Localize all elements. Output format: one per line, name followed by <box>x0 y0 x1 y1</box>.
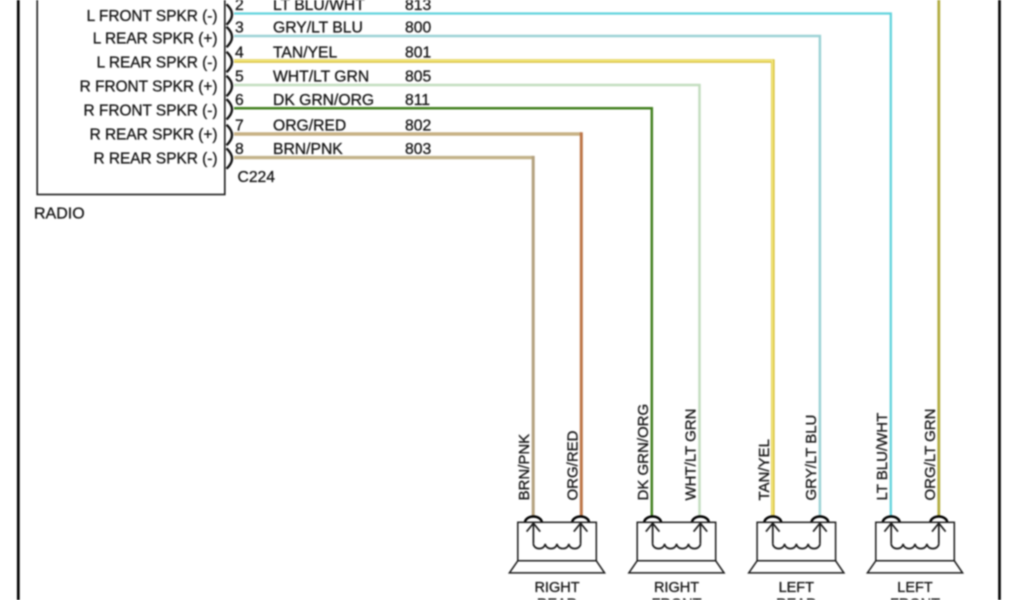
svg-text:GRY/LT BLU: GRY/LT BLU <box>803 415 820 501</box>
svg-text:L FRONT SPKR (-): L FRONT SPKR (-) <box>87 8 218 25</box>
svg-text:BRN/PNK: BRN/PNK <box>273 141 343 158</box>
svg-text:2: 2 <box>235 0 244 14</box>
svg-text:R REAR SPKR (+): R REAR SPKR (+) <box>90 127 218 144</box>
svg-text:WHT/LT GRN: WHT/LT GRN <box>683 409 700 501</box>
svg-text:C224: C224 <box>238 169 276 186</box>
svg-text:LT BLU/WHT: LT BLU/WHT <box>273 0 365 14</box>
svg-text:R REAR SPKR (-): R REAR SPKR (-) <box>94 151 218 168</box>
svg-text:WHT/LT GRN: WHT/LT GRN <box>273 69 369 86</box>
svg-text:3: 3 <box>235 20 244 37</box>
svg-text:DK GRN/ORG: DK GRN/ORG <box>273 92 374 109</box>
svg-text:7: 7 <box>235 118 244 135</box>
svg-text:LEFT: LEFT <box>897 580 933 596</box>
svg-text:R FRONT SPKR (-): R FRONT SPKR (-) <box>84 103 218 120</box>
svg-text:BRN/PNK: BRN/PNK <box>516 434 533 501</box>
svg-text:8: 8 <box>235 141 244 158</box>
svg-text:TAN/YEL: TAN/YEL <box>756 439 773 500</box>
svg-text:REAR: REAR <box>537 597 577 600</box>
svg-text:FRONT: FRONT <box>890 597 940 600</box>
svg-text:L REAR SPKR (-): L REAR SPKR (-) <box>97 55 218 72</box>
svg-text:811: 811 <box>405 92 430 109</box>
svg-text:L REAR SPKR (+): L REAR SPKR (+) <box>93 31 218 48</box>
svg-text:801: 801 <box>405 45 431 62</box>
svg-text:RADIO: RADIO <box>34 206 85 223</box>
svg-text:ORG/RED: ORG/RED <box>273 118 346 135</box>
svg-text:6: 6 <box>235 92 244 109</box>
svg-text:800: 800 <box>405 20 431 37</box>
svg-text:LT BLU/WHT: LT BLU/WHT <box>874 413 891 501</box>
svg-text:TAN/YEL: TAN/YEL <box>273 45 337 62</box>
svg-text:5: 5 <box>235 69 244 86</box>
svg-text:R FRONT SPKR (+): R FRONT SPKR (+) <box>80 79 218 96</box>
svg-text:813: 813 <box>405 0 431 14</box>
svg-text:DK GRN/ORG: DK GRN/ORG <box>635 404 652 501</box>
svg-text:LEFT: LEFT <box>779 580 815 596</box>
svg-text:ORG/RED: ORG/RED <box>564 430 581 500</box>
svg-text:REAR: REAR <box>776 597 816 600</box>
svg-text:4: 4 <box>235 45 244 62</box>
svg-text:RIGHT: RIGHT <box>534 580 579 596</box>
svg-text:805: 805 <box>405 69 431 86</box>
svg-text:RIGHT: RIGHT <box>654 580 699 596</box>
svg-text:GRY/LT BLU: GRY/LT BLU <box>273 20 363 37</box>
svg-text:FRONT: FRONT <box>652 597 702 600</box>
svg-text:803: 803 <box>405 141 431 158</box>
svg-text:ORG/LT GRN: ORG/LT GRN <box>922 409 939 501</box>
svg-text:802: 802 <box>405 118 431 135</box>
